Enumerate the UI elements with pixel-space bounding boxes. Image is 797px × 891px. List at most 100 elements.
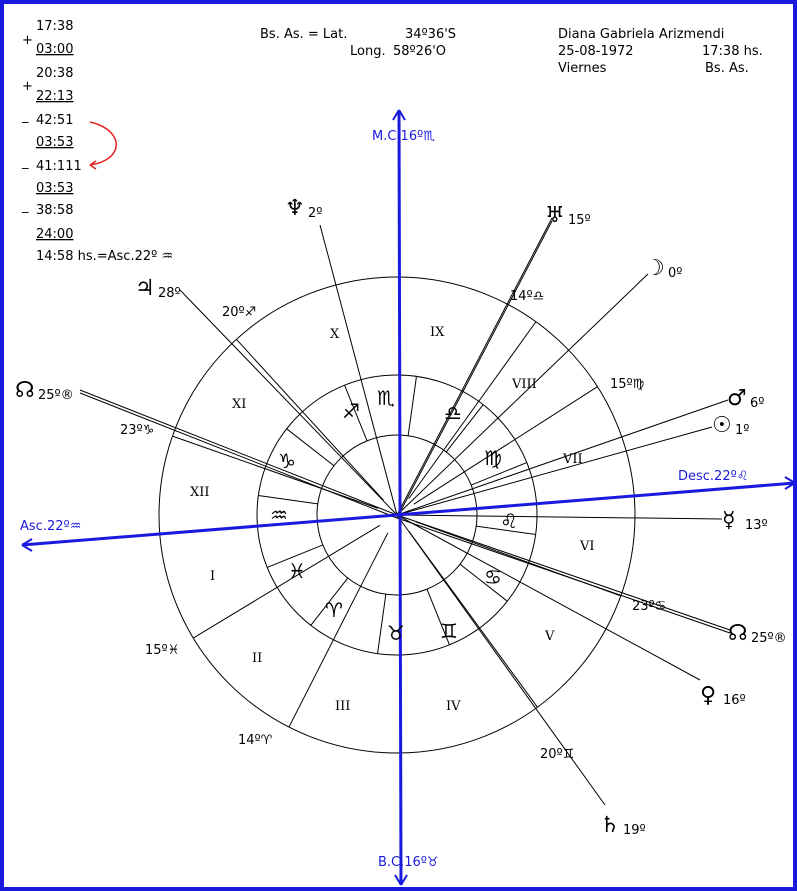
sign-glyph: ♑ [278,449,296,473]
planet-degree: 0º [668,266,682,281]
calc-line: 38:58 [36,203,73,218]
planet-degree: 25º® [751,631,787,646]
planet-degree: 6º [750,396,764,411]
sign-glyph: ♓ [288,559,306,583]
house-number: VIII [511,377,537,392]
cusp-label: 15º♍ [610,377,645,392]
calc-line: + [22,33,33,48]
planet-line [179,289,398,516]
planet-degree: 13º [745,518,768,533]
sign-divider [310,577,349,626]
planet-line [79,389,398,516]
mc-axis [397,109,403,886]
planet-line [396,217,553,516]
house-number: IV [446,699,461,714]
cusp-line [413,386,598,505]
cusp-label: 23º♋ [632,599,666,614]
ring [316,434,478,596]
calc-line: _ [21,199,29,214]
calc-line: 22:13 [36,89,73,104]
planet-glyph: ☽ [645,256,665,281]
planet-degree: 1º [735,423,749,438]
house-number: III [335,699,350,714]
cusp-label: 14º♈ [238,733,273,748]
house-number: II [252,651,262,666]
planet-line [396,514,731,631]
sign-glyph: ♉ [387,621,405,645]
cusp-line [193,524,381,639]
arrow-head [392,109,406,121]
sign-divider [445,404,484,453]
cusp-line [408,530,538,708]
angle-label: B.C.16º♉ [378,855,439,870]
planet-glyph: ☉ [712,413,732,438]
sign-glyph: ♏ [377,386,395,410]
planet-degree: 2º [308,206,322,221]
planet-glyph: ♆ [285,196,305,221]
house-number: XII [190,485,210,500]
cusp-label: 23º♑ [120,423,154,438]
header-lat: 34º36'S [405,27,456,42]
house-number: XI [232,397,246,412]
planet-glyph: ☊ [15,378,35,403]
house-number: VII [562,452,583,467]
cusp-label: 15º♓ [145,643,179,658]
planet-degree: 25º® [38,388,74,403]
sign-glyph: ♊ [440,619,458,643]
cusp-line [408,321,537,500]
asc-axis [21,481,796,547]
sign-divider [258,495,318,505]
planet-line [396,517,731,634]
sign-divider [344,385,368,442]
sign-glyph: ♍ [484,446,502,470]
calc-line: 03:00 [36,42,73,57]
person-place: Bs. As. [705,61,749,76]
sign-glyph: ♐ [342,399,360,423]
sign-divider [476,525,536,535]
planet-line [396,399,729,516]
sign-divider [377,594,387,654]
angle-label: Desc.22º♌ [678,469,748,484]
sign-divider [286,428,335,467]
cusp-label: 14º♎ [510,289,544,304]
planet-degree: 16º [723,693,746,708]
calc-line: 17:38 [36,19,73,34]
house-number: X [330,327,340,342]
angle-label: M.C.16º♏ [372,129,435,144]
calc-line: 42:51 [36,113,73,128]
header-long-label: Long. [350,44,386,59]
cusp-label: 20º♊ [540,747,574,762]
planet-glyph: ♀ [700,683,716,708]
person-day: Viernes [558,61,607,76]
sign-glyph: ♈ [325,598,343,622]
sign-glyph: ♎ [444,401,462,425]
calc-line: _ [21,109,29,124]
calc-line: 03:53 [36,181,73,196]
house-number: IX [430,325,445,340]
person-date: 25-08-1972 [558,44,634,59]
planet-line [396,273,649,516]
planet-line [396,514,723,520]
arrow-head [394,874,408,886]
calc-line: _ [21,155,29,170]
planet-glyph: ♅ [545,203,565,228]
planet-glyph: ♂ [727,386,747,411]
red-arrow [89,121,117,170]
planet-line [396,514,606,806]
arrow-head [21,538,33,552]
planet-degree: 19º [623,823,646,838]
ring [158,276,636,754]
cusp-label: 20º♐ [222,305,256,320]
planet-degree: 15º [568,213,591,228]
calc-line: 41:111 [36,159,82,174]
planet-line [396,514,701,681]
planet-glyph: ☊ [728,621,748,646]
sign-divider [470,462,527,486]
planet-line [319,224,398,516]
calc-line: 20:38 [36,66,73,81]
planet-glyph: ☿ [722,508,736,533]
calc-line: + [22,79,33,94]
planet-degree: 28º [158,286,181,301]
